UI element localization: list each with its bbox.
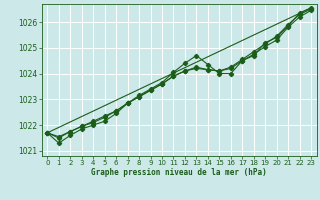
X-axis label: Graphe pression niveau de la mer (hPa): Graphe pression niveau de la mer (hPa) xyxy=(91,168,267,177)
